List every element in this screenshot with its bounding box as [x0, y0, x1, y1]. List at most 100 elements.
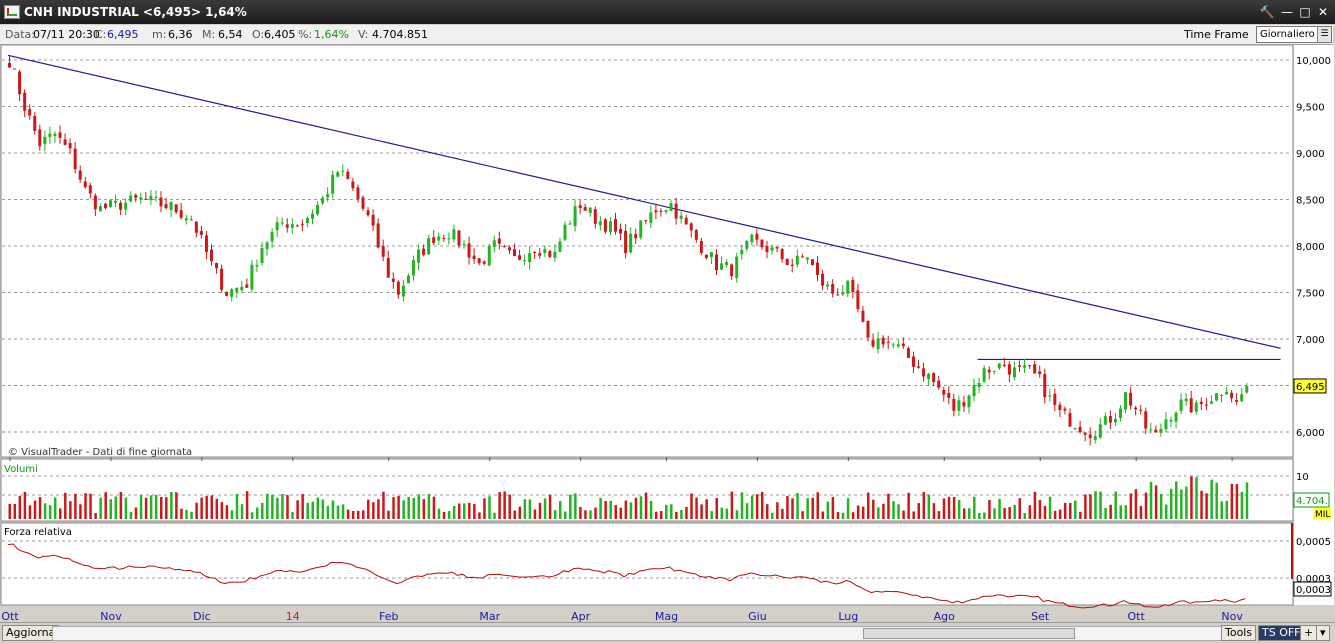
candle-body: [1073, 428, 1077, 430]
volume-bar: [33, 500, 37, 519]
candle-body: [1012, 367, 1016, 378]
candle-body: [598, 221, 602, 226]
volume-bar: [927, 494, 931, 519]
dropdown-icon[interactable]: ☰: [1317, 27, 1331, 42]
tools-button[interactable]: Tools: [1221, 625, 1257, 641]
price-panel[interactable]: [0, 45, 1294, 458]
candle-body: [73, 148, 77, 170]
candle-body: [462, 244, 466, 246]
candle-body: [775, 246, 779, 249]
candle-body: [790, 264, 794, 267]
candle-body: [346, 171, 350, 179]
candle-body: [396, 281, 400, 295]
volume-bar: [1175, 481, 1178, 519]
candle-body: [821, 273, 825, 286]
volume-bar: [579, 506, 582, 519]
volume-bar: [84, 493, 87, 519]
candle-body: [1164, 419, 1168, 430]
candle-body: [477, 258, 481, 264]
add-icon[interactable]: +: [1300, 625, 1318, 641]
close-button[interactable]: ✕: [1317, 5, 1329, 19]
candle-body: [917, 366, 920, 368]
volume-bar: [836, 512, 840, 519]
candle-body: [563, 224, 567, 240]
volume-bar: [644, 492, 648, 519]
minimize-button[interactable]: —: [1281, 5, 1293, 19]
candle-body: [876, 338, 880, 350]
candle-body: [432, 237, 436, 243]
candle-body: [558, 241, 562, 252]
candle-body: [800, 256, 804, 258]
candle-body: [467, 243, 471, 258]
candle-body: [452, 229, 456, 240]
candle-body: [1149, 429, 1153, 431]
candle-body: [1083, 432, 1087, 435]
timeframe-select[interactable]: Giornaliero ☰: [1256, 26, 1332, 43]
candle-body: [220, 268, 224, 290]
maximize-button[interactable]: □: [1299, 5, 1311, 19]
volume-bar: [356, 510, 360, 519]
rs-tick-label: 0,0005: [1296, 537, 1331, 548]
volume-bar: [892, 501, 895, 519]
volume-bar: [553, 510, 557, 519]
volume-bar: [321, 499, 325, 519]
volume-bar: [629, 502, 633, 519]
chart-area[interactable]: 10,0009,5009,0008,5008,0007,5007,0006,50…: [0, 45, 1335, 622]
last-price-box: [1293, 378, 1327, 394]
x-axis-label: Giu: [748, 610, 767, 622]
volume-bar: [43, 503, 47, 519]
tools-hammer-icon[interactable]: 🔨: [1259, 5, 1275, 19]
volume-bar: [417, 494, 421, 519]
volume-bar: [851, 512, 855, 519]
volume-bar: [811, 497, 814, 519]
candle-body: [922, 368, 926, 377]
candle-body: [351, 181, 355, 189]
volume-bar: [872, 499, 875, 519]
volume-bar: [1033, 491, 1037, 519]
relative-strength-panel[interactable]: [0, 522, 1294, 606]
volume-bar: [786, 496, 789, 519]
volume-bar: [240, 504, 244, 519]
volume-bar: [1053, 510, 1057, 519]
x-axis-label: Nov: [100, 610, 122, 622]
volume-bar: [665, 504, 668, 519]
volume-last-box: [1293, 492, 1330, 508]
candle-body: [442, 237, 446, 239]
candle-body: [1018, 365, 1021, 367]
volume-bar: [397, 495, 400, 519]
menu-icon[interactable]: ▾: [1316, 625, 1330, 641]
volume-bar: [412, 498, 415, 519]
candle-body: [189, 219, 193, 221]
volume-bar: [1129, 493, 1133, 519]
candle-body: [639, 220, 643, 238]
candle-body: [1204, 404, 1208, 406]
candle-body: [583, 207, 587, 211]
candle-body: [492, 240, 496, 247]
volume-bar: [104, 492, 107, 519]
volume-bar: [1205, 493, 1208, 519]
time-scrollbar[interactable]: [52, 626, 1244, 641]
candle-body: [1194, 402, 1198, 412]
candle-body: [134, 194, 138, 198]
candle-body: [8, 62, 11, 68]
volume-bar: [185, 509, 188, 519]
volume-bar: [670, 504, 673, 519]
scrollbar-thumb[interactable]: [863, 628, 1075, 639]
volume-bar: [53, 497, 57, 519]
candle-body: [321, 197, 325, 204]
status-bar: Aggiorna Tools TS OFF + ▾: [0, 622, 1335, 643]
volume-bar: [649, 500, 653, 519]
candle-body: [154, 197, 158, 199]
volume-bar: [594, 507, 597, 519]
refresh-button[interactable]: Aggiorna: [2, 625, 60, 641]
volume-bar: [281, 493, 284, 519]
candle-body: [356, 187, 360, 200]
ts-toggle-button[interactable]: TS OFF: [1258, 625, 1305, 641]
volume-bar: [710, 511, 713, 519]
volume-bar: [250, 512, 254, 519]
high-value: 6,54: [218, 28, 243, 41]
volume-bar: [1023, 512, 1027, 519]
candle-body: [98, 206, 102, 212]
volume-bar: [973, 496, 976, 519]
volume-bar: [1114, 491, 1117, 519]
